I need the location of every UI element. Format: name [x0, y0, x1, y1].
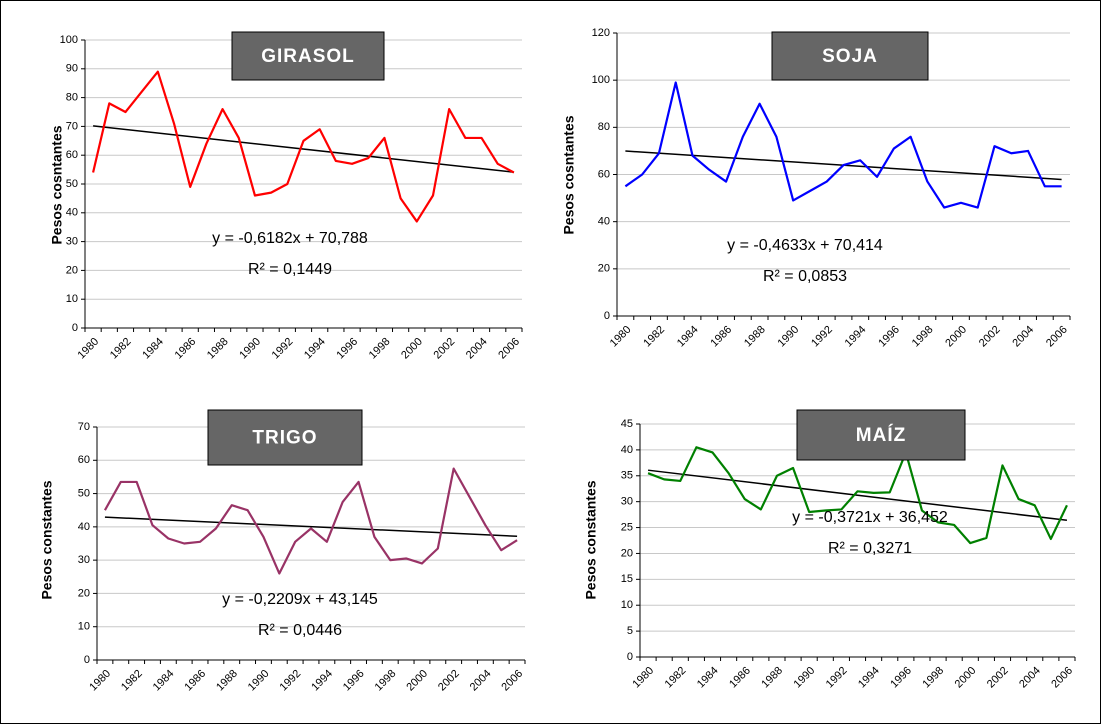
y-tick-label: 40 [598, 216, 610, 228]
y-tick-label: 120 [592, 27, 610, 39]
trendline [93, 125, 514, 173]
y-axis-label: Pesos constantes [583, 480, 599, 599]
y-tick-label: 20 [598, 263, 610, 275]
y-tick-label: 30 [621, 496, 633, 508]
title-box [796, 409, 966, 461]
data-line [624, 81, 1062, 209]
y-axis-label: Pesos constantes [39, 480, 55, 599]
y-tick-label: 70 [78, 421, 90, 433]
chart-title: MAÍZ [856, 424, 906, 446]
r-squared: R² = 0,0446 [258, 622, 342, 639]
y-tick-label: 90 [66, 63, 78, 75]
data-line [647, 446, 1068, 545]
trend-equation: y = -0,2209x + 43,145 [222, 591, 378, 608]
y-tick-label: 10 [66, 293, 78, 305]
y-tick-label: 60 [66, 149, 78, 161]
y-tick-label: 15 [621, 573, 633, 585]
y-tick-label: 25 [621, 521, 633, 533]
y-tick-label: 40 [78, 521, 90, 533]
y-tick-label: 80 [66, 92, 78, 104]
chart-title: SOJA [822, 46, 878, 67]
trend-equation: y = -0,4633x + 70,414 [727, 237, 883, 254]
y-tick-label: 20 [66, 264, 78, 276]
y-tick-label: 5 [627, 625, 633, 637]
y-tick-label: 100 [592, 74, 610, 86]
r-squared: R² = 0,0853 [763, 268, 847, 285]
trend-equation: y = -0,3721x + 36,452 [792, 509, 948, 526]
y-tick-label: 80 [598, 121, 610, 133]
y-tick-label: 50 [78, 487, 90, 499]
y-tick-label: 70 [66, 120, 78, 132]
data-line [92, 70, 515, 223]
y-tick-label: 0 [72, 322, 78, 334]
y-tick-label: 50 [66, 178, 78, 190]
y-tick-label: 100 [60, 34, 78, 46]
y-tick-label: 10 [78, 621, 90, 633]
trendline [647, 469, 1068, 522]
y-axis-label: Pesos cosntantes [561, 115, 577, 234]
y-tick-label: 40 [621, 444, 633, 456]
trendline [104, 516, 518, 537]
trend-equation: y = -0,6182x + 70,788 [212, 230, 368, 247]
chart-title: TRIGO [252, 428, 317, 449]
y-tick-label: 40 [66, 207, 78, 219]
y-tick-label: 20 [78, 587, 90, 599]
y-tick-label: 60 [598, 168, 610, 180]
r-squared: R² = 0,3271 [828, 540, 912, 557]
y-tick-label: 0 [604, 310, 610, 322]
title-box [207, 409, 363, 466]
title-box [771, 31, 929, 81]
y-tick-label: 60 [78, 454, 90, 466]
r-squared: R² = 0,1449 [248, 261, 332, 278]
chart-title: GIRASOL [261, 46, 355, 67]
y-tick-label: 10 [621, 599, 633, 611]
y-tick-label: 0 [84, 654, 90, 666]
data-line [103, 467, 518, 575]
y-tick-label: 35 [621, 470, 633, 482]
y-tick-label: 30 [66, 236, 78, 248]
y-tick-label: 45 [621, 418, 633, 430]
y-tick-label: 0 [627, 651, 633, 663]
y-tick-label: 30 [78, 554, 90, 566]
y-tick-label: 20 [621, 547, 633, 559]
title-box [231, 31, 385, 81]
y-axis-label: Pesos cosntantes [49, 125, 65, 244]
